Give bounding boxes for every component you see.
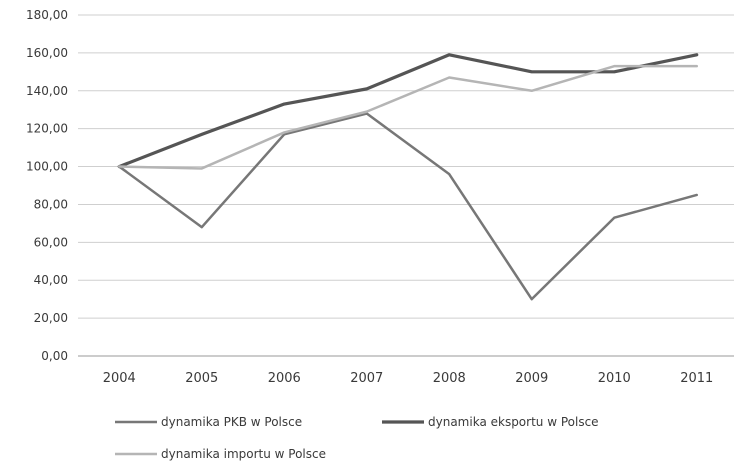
gridlines [78, 14, 734, 357]
x-tick-label: 2011 [680, 371, 713, 386]
legend-item: dynamika importu w Polsce [115, 447, 326, 461]
y-tick-label: 20,00 [34, 311, 68, 325]
legend-label: dynamika PKB w Polsce [161, 415, 302, 429]
data-point [613, 216, 616, 219]
data-point [365, 88, 368, 90]
series-line [117, 53, 699, 169]
data-point [200, 167, 203, 170]
legend-label: dynamika eksportu w Polsce [428, 415, 599, 429]
data-point [283, 131, 286, 134]
y-tick-label: 140,00 [26, 84, 68, 98]
data-point [448, 53, 451, 56]
data-point [530, 89, 533, 92]
y-axis-ticks: 0,00 20,00 40,00 60,00 80,00 100,00 120,00 140,… [26, 8, 68, 363]
data-point [695, 53, 698, 56]
y-tick-label: 0,00 [41, 349, 68, 363]
y-tick-label: 80,00 [34, 197, 68, 211]
y-tick-label: 160,00 [26, 46, 68, 60]
data-point [530, 71, 533, 73]
x-tick-label: 2004 [103, 371, 136, 386]
data-point [200, 226, 203, 228]
series-line [118, 64, 698, 170]
data-point [530, 298, 533, 300]
data-point [365, 110, 368, 113]
legend: dynamika PKB w Polsce dynamika eksportu w… [115, 415, 599, 461]
data-point [365, 112, 368, 115]
x-tick-label: 2007 [350, 371, 383, 386]
y-tick-label: 40,00 [34, 273, 68, 287]
data-point [695, 65, 698, 67]
series-lines [117, 53, 699, 301]
series-0 [118, 112, 698, 301]
y-tick-label: 100,00 [26, 160, 68, 174]
data-point [448, 173, 451, 175]
data-point [200, 133, 203, 136]
legend-label: dynamika importu w Polsce [161, 447, 326, 461]
x-tick-label: 2006 [268, 371, 301, 386]
data-point [695, 194, 698, 196]
data-point [118, 165, 121, 168]
x-tick-label: 2008 [433, 371, 466, 386]
series-1 [117, 53, 699, 169]
data-point [283, 103, 286, 105]
x-tick-label: 2010 [598, 371, 631, 386]
x-tick-label: 2009 [515, 371, 548, 386]
y-tick-label: 120,00 [26, 122, 68, 136]
y-tick-label: 60,00 [34, 235, 68, 249]
y-tick-label: 180,00 [26, 8, 68, 22]
x-axis-ticks: 2004 2005 2006 2007 2008 2009 2010 2011 [103, 371, 714, 386]
data-point [613, 71, 616, 73]
legend-item: dynamika eksportu w Polsce [382, 415, 599, 429]
x-tick-label: 2005 [185, 371, 218, 386]
data-point [448, 76, 451, 79]
series-2 [118, 64, 698, 170]
data-point [613, 65, 616, 67]
series-line [118, 112, 698, 301]
legend-item: dynamika PKB w Polsce [115, 415, 302, 429]
